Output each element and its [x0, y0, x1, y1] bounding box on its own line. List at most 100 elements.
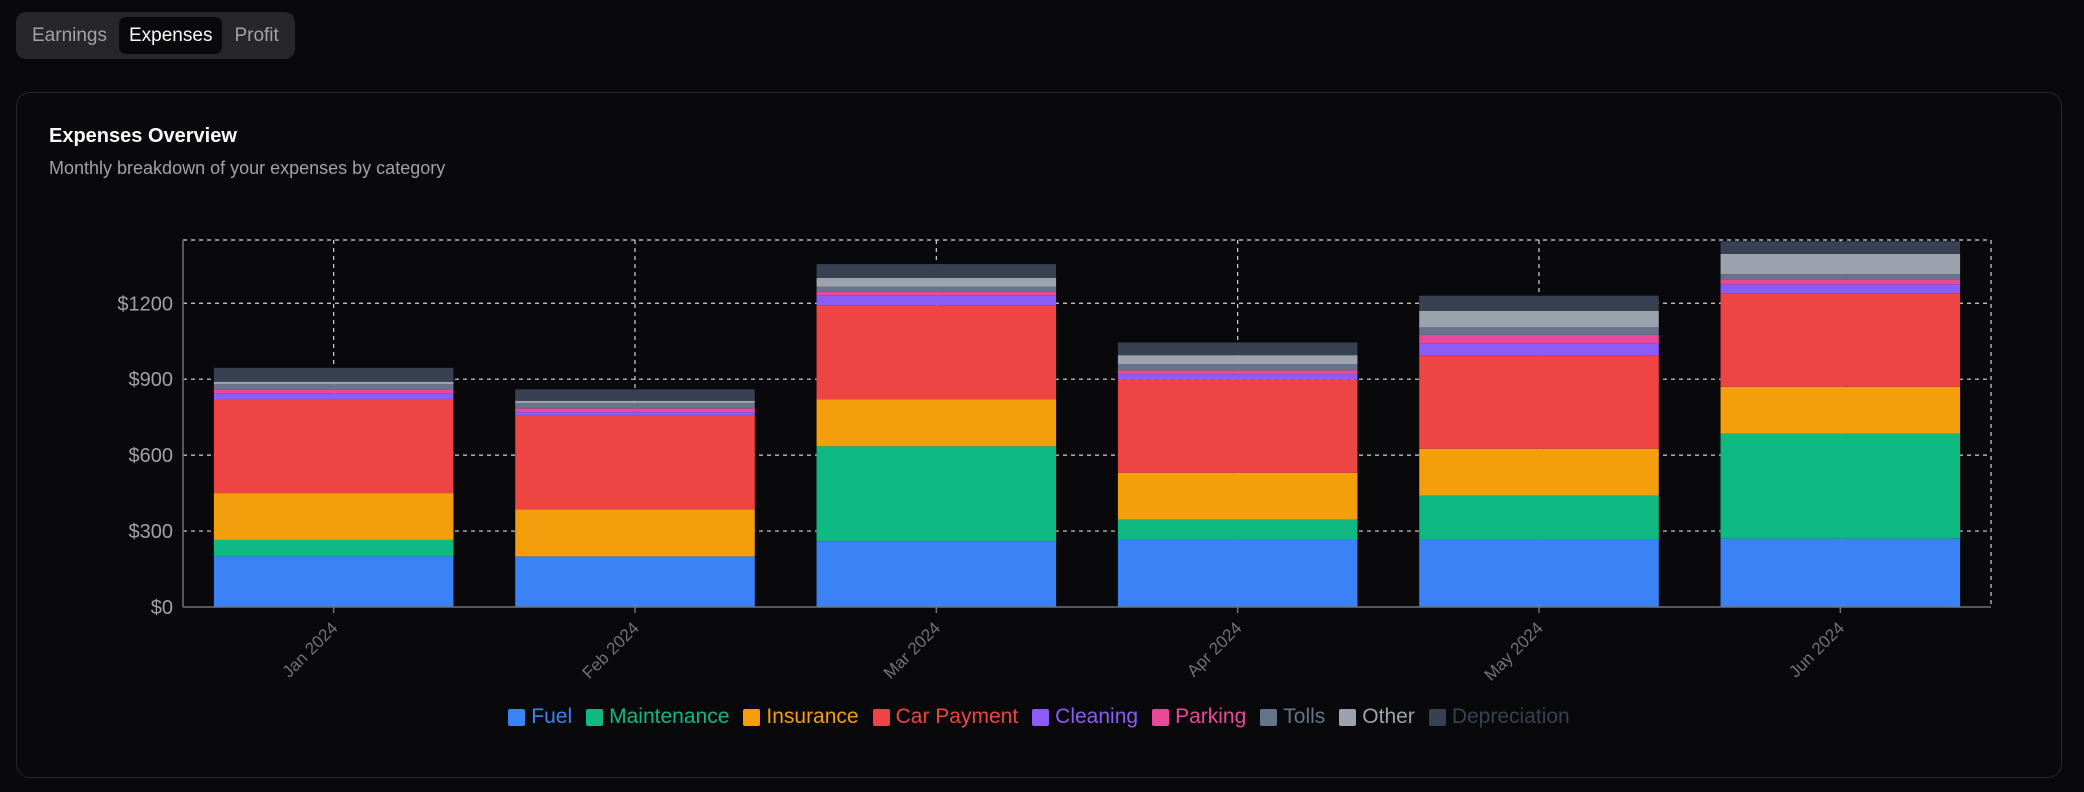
bar-fuel — [515, 556, 755, 607]
bar-depreciation — [1117, 342, 1358, 356]
legend-item-maintenance[interactable]: Maintenance — [586, 705, 729, 729]
bar-insurance — [1117, 472, 1358, 520]
bar-tolls — [816, 286, 1057, 292]
bar-parking — [213, 389, 454, 394]
bar-maintenance — [816, 446, 1057, 542]
legend-item-car-payment[interactable]: Car Payment — [872, 705, 1019, 729]
tab-expenses[interactable]: Expenses — [119, 17, 223, 54]
bar-maintenance — [1720, 433, 1961, 539]
bar-car-payment — [1419, 355, 1659, 449]
bar-car-payment — [213, 399, 454, 494]
bar-insurance — [213, 493, 454, 540]
bar-tolls — [1117, 364, 1358, 371]
legend-swatch — [743, 708, 761, 726]
x-tick-label: Jan 2024 — [279, 618, 342, 681]
bar-parking — [816, 291, 1057, 296]
y-tick-label: $300 — [129, 521, 174, 543]
bar-maintenance — [213, 539, 454, 557]
y-tick-label: $0 — [151, 597, 173, 619]
bar-cleaning — [213, 393, 454, 400]
legend-item-cleaning[interactable]: Cleaning — [1032, 705, 1138, 729]
bar-cleaning — [1117, 374, 1358, 380]
bar-other — [1419, 310, 1659, 328]
legend-label: Other — [1362, 705, 1415, 728]
legend-swatch — [872, 708, 890, 726]
tab-profit[interactable]: Profit — [234, 25, 279, 46]
y-tick-label: $900 — [129, 369, 174, 391]
bar-fuel — [213, 556, 454, 607]
bar-depreciation — [515, 389, 755, 401]
card-subtitle: Monthly breakdown of your expenses by ca… — [49, 158, 446, 178]
bar-other — [213, 381, 454, 385]
chart-legend: Fuel Maintenance Insurance Car Payment Clean… — [17, 705, 2061, 729]
legend-swatch — [1339, 708, 1357, 726]
bar-car-payment — [515, 415, 755, 510]
bar-other — [816, 277, 1057, 287]
bar-car-payment — [1720, 293, 1961, 387]
bar-car-payment — [816, 305, 1057, 400]
bar-tolls — [515, 403, 755, 409]
legend-swatch — [1260, 708, 1278, 726]
x-tick-label: Apr 2024 — [1183, 618, 1245, 680]
bar-parking — [515, 408, 755, 413]
expenses-card: Expenses Overview Monthly breakdown of y… — [16, 92, 2062, 778]
legend-item-fuel[interactable]: Fuel — [508, 705, 572, 729]
legend-label: Maintenance — [609, 705, 730, 728]
bar-fuel — [1720, 538, 1961, 607]
x-tick-label: May 2024 — [1481, 618, 1547, 684]
bar-tolls — [213, 384, 454, 390]
bar-cleaning — [816, 295, 1057, 306]
legend-label: Fuel — [531, 705, 573, 728]
legend-item-tolls[interactable]: Tolls — [1260, 705, 1325, 729]
bar-insurance — [816, 399, 1057, 447]
legend-label: Tolls — [1283, 705, 1326, 728]
bar-other — [1117, 355, 1358, 365]
bar-insurance — [515, 509, 755, 557]
card-title: Expenses Overview — [49, 125, 237, 147]
legend-label: Cleaning — [1055, 705, 1139, 728]
bar-fuel — [1117, 539, 1358, 607]
x-tick-label: Mar 2024 — [880, 618, 944, 682]
view-tabs: Earnings Expenses Profit — [16, 12, 295, 59]
bar-insurance — [1419, 448, 1659, 496]
legend-swatch — [1152, 708, 1170, 726]
x-tick-label: Feb 2024 — [579, 618, 643, 682]
tab-earnings[interactable]: Earnings — [32, 25, 107, 46]
legend-label: Depreciation — [1451, 705, 1570, 728]
bar-tolls — [1720, 274, 1961, 280]
legend-swatch — [508, 708, 526, 726]
legend-item-other[interactable]: Other — [1339, 705, 1415, 729]
bar-car-payment — [1117, 379, 1358, 473]
bar-maintenance — [1117, 519, 1358, 540]
bar-cleaning — [1720, 284, 1961, 294]
x-tick-label: Jun 2024 — [1785, 618, 1848, 681]
bar-other — [1720, 253, 1961, 275]
bar-cleaning — [515, 412, 755, 416]
legend-item-parking[interactable]: Parking — [1152, 705, 1246, 729]
legend-item-insurance[interactable]: Insurance — [743, 705, 859, 729]
bar-cleaning — [1419, 343, 1659, 356]
bar-maintenance — [1419, 495, 1659, 540]
legend-swatch — [1428, 708, 1446, 726]
bar-parking — [1720, 279, 1961, 285]
legend-label: Insurance — [766, 705, 859, 728]
bar-depreciation — [213, 367, 454, 382]
legend-swatch — [586, 708, 604, 726]
bar-fuel — [816, 541, 1057, 607]
bar-tolls — [1419, 327, 1659, 335]
bar-insurance — [1720, 386, 1961, 434]
y-tick-label: $600 — [129, 445, 174, 467]
bar-depreciation — [1720, 241, 1961, 254]
legend-label: Parking — [1175, 705, 1247, 728]
bar-depreciation — [1419, 295, 1659, 311]
bar-depreciation — [816, 264, 1057, 278]
bar-other — [515, 400, 755, 404]
bar-parking — [1419, 334, 1659, 344]
y-tick-label: $1200 — [117, 293, 173, 315]
legend-swatch — [1032, 708, 1050, 726]
legend-item-depreciation[interactable]: Depreciation — [1428, 705, 1570, 729]
bar-fuel — [1419, 539, 1659, 607]
expenses-chart: $0 $300 $600 $900 $1200 Jan 2024 Feb 2024 Mar 2… — [117, 239, 1992, 685]
bar-parking — [1117, 370, 1358, 375]
legend-label: Car Payment — [895, 705, 1019, 728]
